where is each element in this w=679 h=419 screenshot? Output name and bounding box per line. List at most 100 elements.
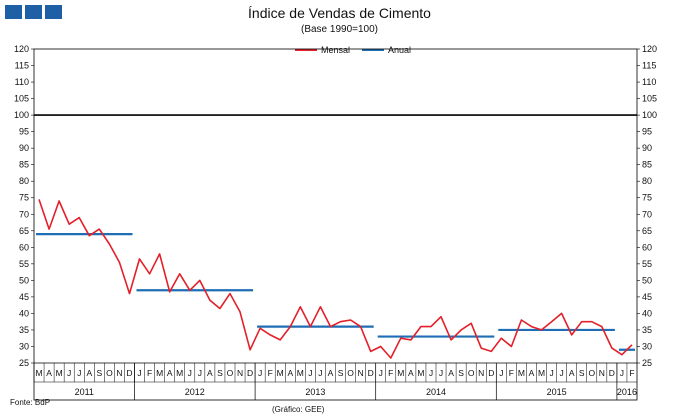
legend-item-mensal: Mensal xyxy=(295,45,350,55)
x-month-label: A xyxy=(46,368,52,378)
x-month-label: F xyxy=(629,368,634,378)
x-month-label: F xyxy=(388,368,393,378)
x-month-label: S xyxy=(217,368,223,378)
y-tick-label-right: 50 xyxy=(642,275,652,285)
x-month-label: J xyxy=(198,368,202,378)
y-tick-label-left: 85 xyxy=(19,160,29,170)
x-month-label: N xyxy=(599,368,605,378)
y-tick-label-left: 35 xyxy=(19,325,29,335)
y-tick-label-left: 60 xyxy=(19,242,29,252)
x-year-label: 2014 xyxy=(426,387,446,397)
logo xyxy=(5,5,62,19)
chart-title: Índice de Vendas de Cimento xyxy=(248,5,431,21)
x-month-label: O xyxy=(347,368,354,378)
y-tick-label-left: 90 xyxy=(19,143,29,153)
x-year-label: 2011 xyxy=(75,387,94,397)
y-tick-label-right: 115 xyxy=(642,61,656,71)
x-month-label: N xyxy=(478,368,484,378)
x-month-label: D xyxy=(368,368,374,378)
credit-note: (Gráfico: GEE) xyxy=(272,405,325,414)
x-month-label: J xyxy=(429,368,433,378)
y-tick-label-right: 85 xyxy=(642,160,652,170)
y-tick-label-left: 40 xyxy=(19,308,29,318)
y-tick-label-right: 80 xyxy=(642,176,652,186)
y-tick-label-right: 55 xyxy=(642,259,652,269)
x-month-label: M xyxy=(56,368,63,378)
x-month-label: F xyxy=(268,368,273,378)
legend-label-mensal: Mensal xyxy=(321,45,351,55)
x-month-label: J xyxy=(258,368,262,378)
legend-label-anual: Anual xyxy=(388,45,412,55)
x-month-label: J xyxy=(549,368,553,378)
y-tick-label-left: 55 xyxy=(19,259,29,269)
x-month-label: J xyxy=(77,368,81,378)
x-month-label: M xyxy=(176,368,183,378)
x-month-label: N xyxy=(358,368,364,378)
x-month-label: O xyxy=(106,368,113,378)
y-tick-label-left: 110 xyxy=(15,77,29,87)
legend-item-anual: Anual xyxy=(362,45,411,55)
x-month-label: A xyxy=(167,368,173,378)
y-tick-label-left: 120 xyxy=(14,44,29,54)
y-tick-label-left: 80 xyxy=(19,176,29,186)
x-month-label: J xyxy=(379,368,383,378)
y-tick-label-right: 35 xyxy=(642,325,652,335)
x-year-label: 2013 xyxy=(305,387,325,397)
x-month-label: O xyxy=(468,368,475,378)
x-month-label: A xyxy=(569,368,575,378)
x-month-label: N xyxy=(237,368,243,378)
chart-subtitle: (Base 1990=100) xyxy=(300,24,378,35)
x-month-label: M xyxy=(538,368,545,378)
x-month-label: A xyxy=(529,368,535,378)
y-tick-label-left: 65 xyxy=(19,226,29,236)
x-month-label: D xyxy=(126,368,132,378)
logo-block xyxy=(25,5,42,19)
x-month-label: M xyxy=(518,368,525,378)
x-month-label: J xyxy=(318,368,322,378)
x-month-label: A xyxy=(328,368,334,378)
x-month-label: J xyxy=(308,368,312,378)
x-year-label: 2016 xyxy=(617,387,637,397)
y-tick-label-right: 120 xyxy=(642,44,657,54)
y-tick-label-left: 105 xyxy=(14,94,29,104)
x-month-label: A xyxy=(448,368,454,378)
x-month-label: A xyxy=(408,368,414,378)
y-tick-label-left: 30 xyxy=(19,341,29,351)
x-year-label: 2015 xyxy=(547,387,567,397)
x-month-label: S xyxy=(96,368,102,378)
y-tick-label-right: 70 xyxy=(642,209,652,219)
y-tick-label-left: 95 xyxy=(19,127,29,137)
y-tick-label-left: 45 xyxy=(19,292,29,302)
x-month-label: M xyxy=(417,368,424,378)
y-tick-label-left: 115 xyxy=(15,61,29,71)
x-month-label: M xyxy=(277,368,284,378)
x-month-label: D xyxy=(609,368,615,378)
x-month-label: S xyxy=(338,368,344,378)
y-tick-label-left: 70 xyxy=(19,209,29,219)
logo-block xyxy=(5,5,22,19)
y-tick-label-right: 60 xyxy=(642,242,652,252)
y-tick-label-right: 100 xyxy=(642,110,657,120)
y-tick-label-left: 50 xyxy=(19,275,29,285)
y-tick-label-right: 75 xyxy=(642,193,652,203)
y-tick-label-right: 90 xyxy=(642,143,652,153)
x-month-label: S xyxy=(458,368,464,378)
x-month-label: J xyxy=(560,368,564,378)
y-tick-label-left: 75 xyxy=(19,193,29,203)
x-year-label: 2012 xyxy=(185,387,205,397)
x-month-label: M xyxy=(35,368,42,378)
plot-frame xyxy=(33,48,638,401)
legend-swatch-mensal xyxy=(295,49,317,51)
y-tick-label-right: 25 xyxy=(642,358,652,368)
x-month-label: M xyxy=(397,368,404,378)
x-month-label: O xyxy=(588,368,595,378)
x-month-label: S xyxy=(579,368,585,378)
x-month-label: J xyxy=(67,368,71,378)
x-month-label: D xyxy=(488,368,494,378)
x-month-label: F xyxy=(147,368,152,378)
y-tick-label-right: 95 xyxy=(642,127,652,137)
y-tick-label-right: 110 xyxy=(642,77,656,87)
x-month-label: O xyxy=(227,368,234,378)
legend: Mensal Anual xyxy=(295,45,411,55)
